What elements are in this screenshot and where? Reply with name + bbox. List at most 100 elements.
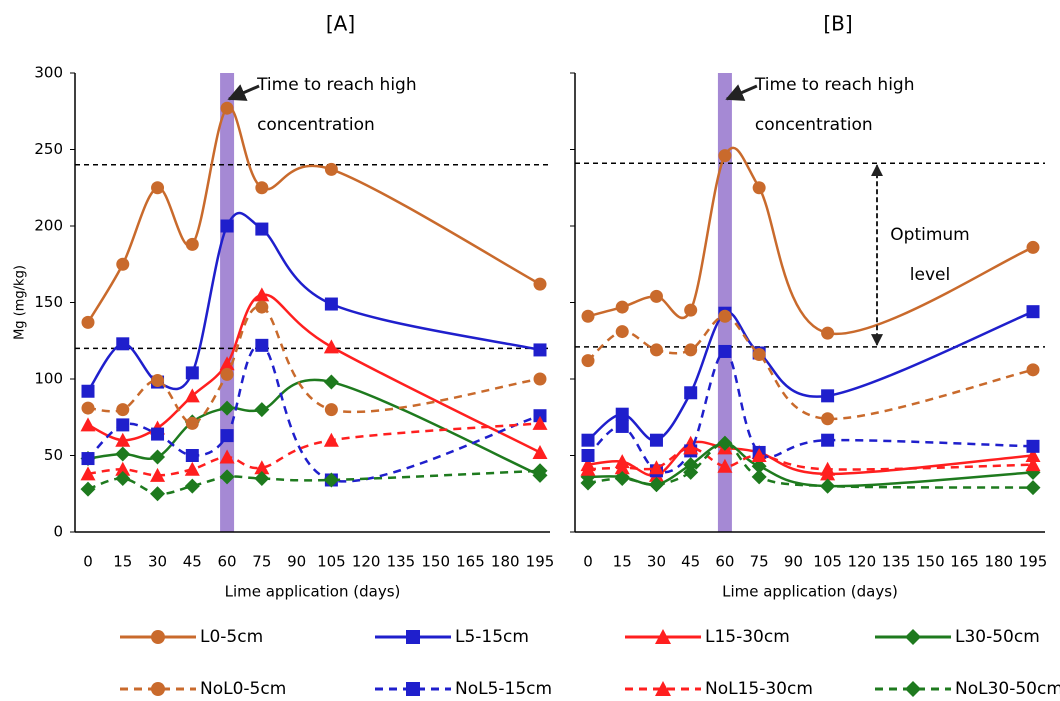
- point: [220, 219, 234, 233]
- point: [219, 356, 235, 371]
- annotation: Time to reach high: [754, 75, 915, 95]
- point: [80, 417, 96, 432]
- x-tick-label: 150: [421, 553, 450, 571]
- series-line: [86, 211, 541, 392]
- range-label: Optimum: [890, 225, 969, 245]
- point: [81, 315, 95, 329]
- point: [718, 149, 732, 163]
- point: [533, 409, 547, 423]
- point: [684, 303, 698, 317]
- x-tick-label: 180: [984, 553, 1013, 571]
- series-line: [87, 344, 541, 483]
- point: [1026, 240, 1040, 254]
- point: [324, 297, 338, 311]
- point: [1026, 363, 1040, 377]
- point: [821, 326, 835, 340]
- point: [116, 418, 130, 432]
- x-tick-label: 30: [647, 553, 666, 571]
- point: [581, 354, 595, 368]
- x-tick-label: 90: [784, 553, 803, 571]
- point: [324, 162, 338, 176]
- highlight-band: [717, 73, 732, 532]
- point: [116, 337, 130, 351]
- legend-marker: [151, 630, 165, 644]
- y-tick-label: 250: [34, 140, 63, 158]
- point: [81, 401, 95, 415]
- annotation: concentration: [257, 115, 375, 135]
- point: [81, 452, 95, 466]
- point: [150, 467, 166, 482]
- point: [80, 466, 96, 481]
- legend-marker: [406, 682, 420, 696]
- series-line: [87, 305, 541, 425]
- x-tick-label: 15: [613, 553, 632, 571]
- point: [1025, 480, 1041, 496]
- y-tick-label: 100: [34, 370, 63, 388]
- y-tick-label: 150: [34, 293, 63, 311]
- point: [185, 449, 199, 462]
- point: [533, 343, 547, 357]
- legend-marker: [905, 629, 921, 645]
- point: [751, 458, 767, 474]
- x-tick-label: 75: [750, 553, 769, 571]
- x-tick-label: 45: [681, 553, 700, 571]
- point: [684, 343, 698, 357]
- series-line: [587, 310, 1034, 442]
- legend-label: L0-5cm: [200, 627, 263, 647]
- x-tick-label: 15: [113, 553, 132, 571]
- point: [718, 309, 732, 323]
- x-tick-label: 120: [848, 553, 877, 571]
- legend-label: L5-15cm: [455, 627, 529, 647]
- x-tick-label: 60: [715, 553, 734, 571]
- y-axis-label: Mg (mg/kg): [13, 265, 28, 340]
- point: [254, 460, 270, 475]
- x-tick-label: 135: [387, 553, 416, 571]
- point: [648, 460, 664, 475]
- y-tick-label: 200: [34, 217, 63, 235]
- point: [219, 449, 235, 464]
- x-tick-label: 195: [1019, 553, 1048, 571]
- range-label: level: [910, 265, 950, 285]
- point: [81, 384, 95, 398]
- point: [323, 432, 339, 447]
- point: [752, 348, 766, 362]
- point: [323, 339, 339, 354]
- point: [115, 461, 131, 476]
- point: [648, 477, 664, 493]
- series-line: [587, 350, 1034, 474]
- x-tick-label: 30: [148, 553, 167, 571]
- x-tick-label: 90: [287, 553, 306, 571]
- point: [80, 481, 96, 497]
- point: [220, 101, 234, 115]
- point: [580, 475, 596, 491]
- legend-label: NoL30-50cm: [955, 679, 1060, 699]
- legend-label: NoL15-30cm: [705, 679, 813, 699]
- point: [581, 309, 595, 323]
- point: [254, 402, 270, 418]
- point: [615, 419, 629, 433]
- point: [683, 457, 699, 473]
- point: [323, 374, 339, 390]
- point: [151, 374, 165, 388]
- point: [255, 300, 269, 314]
- point: [116, 257, 130, 271]
- point: [150, 449, 166, 465]
- point: [115, 446, 131, 462]
- point: [683, 440, 699, 455]
- point: [115, 470, 131, 486]
- point: [614, 470, 630, 486]
- annotation-arrow: [227, 84, 260, 101]
- point: [1025, 457, 1041, 472]
- annotation: Time to reach high: [256, 75, 417, 95]
- point: [254, 287, 270, 302]
- point: [581, 433, 595, 447]
- point: [116, 403, 130, 417]
- legend-label: L30-50cm: [955, 627, 1040, 647]
- x-tick-label: 120: [352, 553, 381, 571]
- x-tick-label: 75: [252, 553, 271, 571]
- point: [1026, 305, 1040, 319]
- point: [649, 289, 663, 303]
- point: [581, 449, 595, 462]
- point: [255, 222, 269, 236]
- point: [151, 181, 165, 195]
